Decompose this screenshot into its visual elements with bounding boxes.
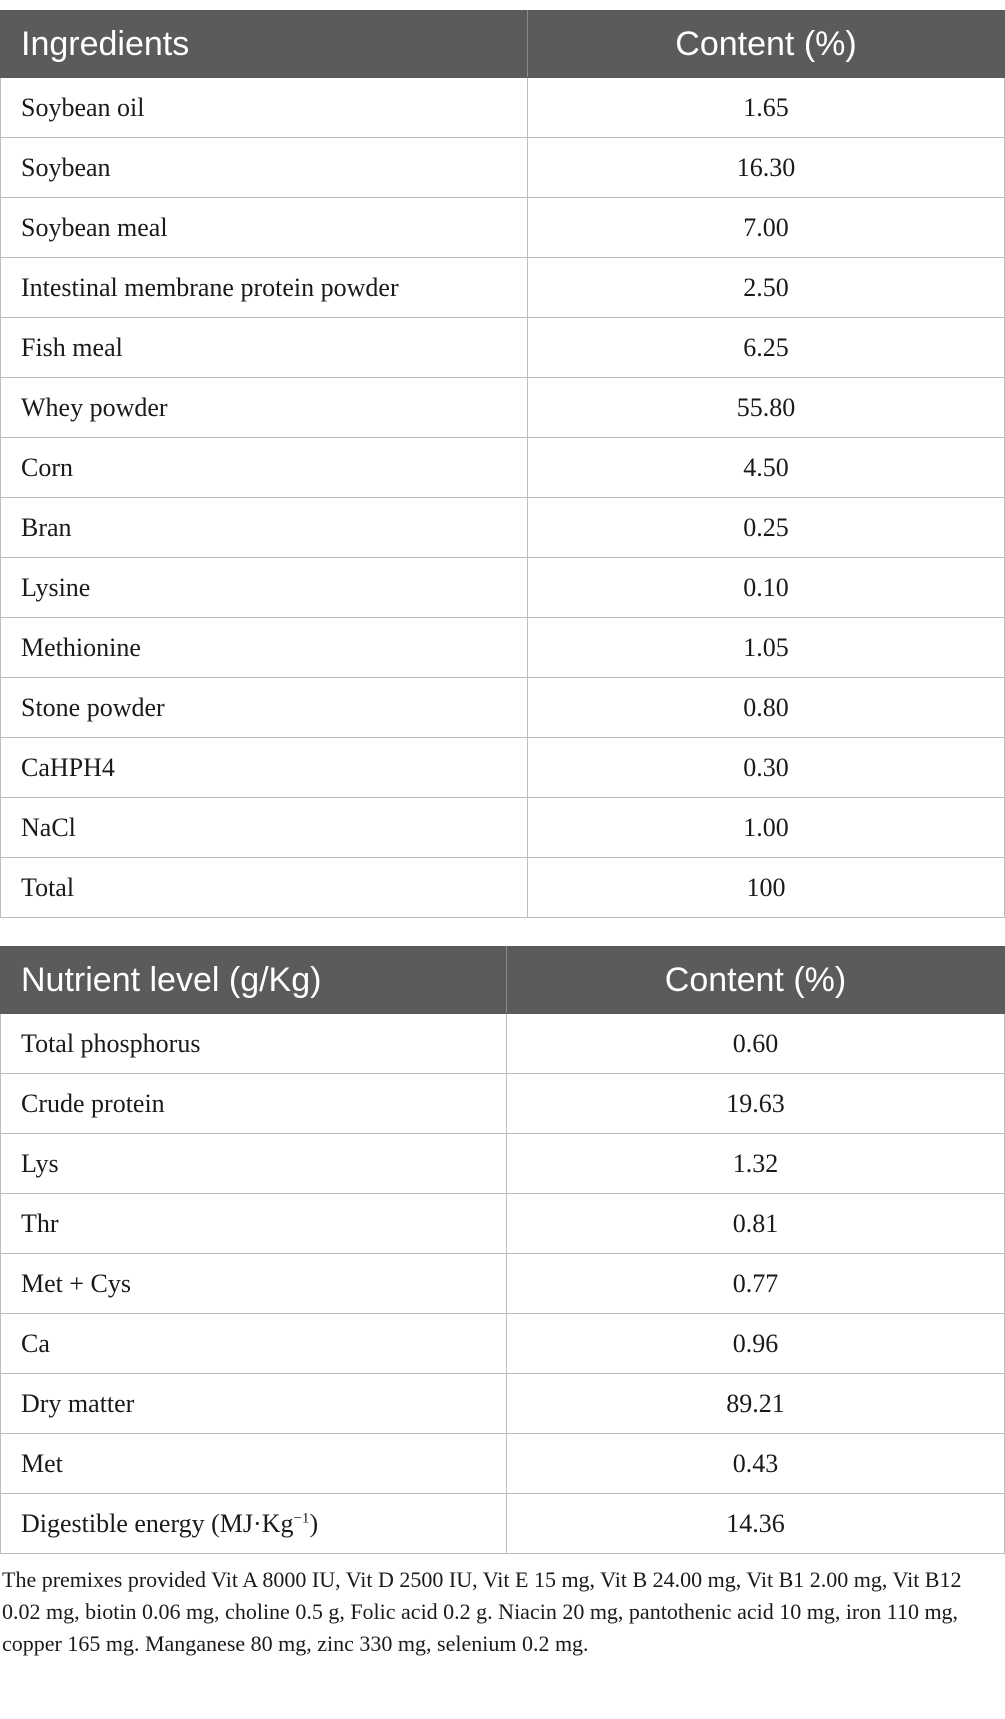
row-label: Intestinal membrane protein powder [0,257,528,318]
row-value: 0.77 [506,1253,1005,1314]
footnote: The premixes provided Vit A 8000 IU, Vit… [2,1567,962,1656]
table-row: Intestinal membrane protein powder 2.50 [0,257,1005,318]
table-row: Lysine 0.10 [0,557,1005,618]
row-label: Stone powder [0,677,528,738]
nutrient-header-row: Nutrient level (g/Kg) Content (%) [0,946,1005,1014]
table-row: Fish meal 6.25 [0,317,1005,378]
row-label: Total [0,857,528,918]
row-value: 2.50 [527,257,1005,318]
table-row: NaCl 1.00 [0,797,1005,858]
row-label: Corn [0,437,528,498]
row-label: Whey powder [0,377,528,438]
ingredients-header: Ingredients [0,10,528,78]
ingredients-header-row: Ingredients Content (%) [0,10,1005,78]
table-row: Ca 0.96 [0,1313,1005,1374]
row-value: 0.25 [527,497,1005,558]
nutrient-header: Nutrient level (g/Kg) [0,946,507,1014]
table-row: Soybean 16.30 [0,137,1005,198]
row-value: 16.30 [527,137,1005,198]
row-value: 55.80 [527,377,1005,438]
row-label: Soybean [0,137,528,198]
row-label: Total phosphorus [0,1013,507,1074]
table-row: Total 100 [0,857,1005,918]
row-value: 0.81 [506,1193,1005,1254]
table-row: Lys 1.32 [0,1133,1005,1194]
row-value: 4.50 [527,437,1005,498]
energy-unit-exponent: −1 [293,1509,310,1526]
table-row: Dry matter 89.21 [0,1373,1005,1434]
row-value: 0.43 [506,1433,1005,1494]
energy-label-close: ) [309,1508,319,1538]
content-header: Content (%) [527,10,1005,78]
row-label: Lys [0,1133,507,1194]
row-label: Digestible energy (MJ·Kg−1) [0,1493,507,1554]
content-header: Content (%) [506,946,1005,1014]
row-value: 0.80 [527,677,1005,738]
table-row: Stone powder 0.80 [0,677,1005,738]
table-row: Bran 0.25 [0,497,1005,558]
row-label: Fish meal [0,317,528,378]
row-label: Crude protein [0,1073,507,1134]
table-row: Thr 0.81 [0,1193,1005,1254]
row-label: Dry matter [0,1373,507,1434]
row-value: 100 [527,857,1005,918]
row-label: Ca [0,1313,507,1374]
row-label: Met + Cys [0,1253,507,1314]
row-label: Met [0,1433,507,1494]
table-row: Total phosphorus 0.60 [0,1013,1005,1074]
table-row: Corn 4.50 [0,437,1005,498]
table-row: Soybean oil 1.65 [0,77,1005,138]
row-value: 89.21 [506,1373,1005,1434]
table-row: Soybean meal 7.00 [0,197,1005,258]
row-label: CaHPH4 [0,737,528,798]
table-row: Digestible energy (MJ·Kg−1) 14.36 [0,1493,1005,1554]
row-value: 0.96 [506,1313,1005,1374]
nutrient-table: Nutrient level (g/Kg) Content (%) Total … [0,946,1005,1554]
table-row: Met 0.43 [0,1433,1005,1494]
row-label: Soybean meal [0,197,528,258]
row-label: Lysine [0,557,528,618]
row-label: Bran [0,497,528,558]
row-value: 1.00 [527,797,1005,858]
row-value: 1.32 [506,1133,1005,1194]
energy-label: Digestible energy (MJ·Kg [21,1508,294,1538]
row-label: NaCl [0,797,528,858]
table-row: CaHPH4 0.30 [0,737,1005,798]
row-value: 0.30 [527,737,1005,798]
row-label: Soybean oil [0,77,528,138]
row-label: Thr [0,1193,507,1254]
row-label: Methionine [0,617,528,678]
table-row: Whey powder 55.80 [0,377,1005,438]
row-value: 0.10 [527,557,1005,618]
ingredients-table: Ingredients Content (%) Soybean oil 1.65 S… [0,10,1005,918]
row-value: 1.65 [527,77,1005,138]
row-value: 7.00 [527,197,1005,258]
row-value: 0.60 [506,1013,1005,1074]
row-value: 19.63 [506,1073,1005,1134]
row-value: 1.05 [527,617,1005,678]
table-row: Met + Cys 0.77 [0,1253,1005,1314]
row-value: 14.36 [506,1493,1005,1554]
row-value: 6.25 [527,317,1005,378]
table-row: Crude protein 19.63 [0,1073,1005,1134]
table-row: Methionine 1.05 [0,617,1005,678]
